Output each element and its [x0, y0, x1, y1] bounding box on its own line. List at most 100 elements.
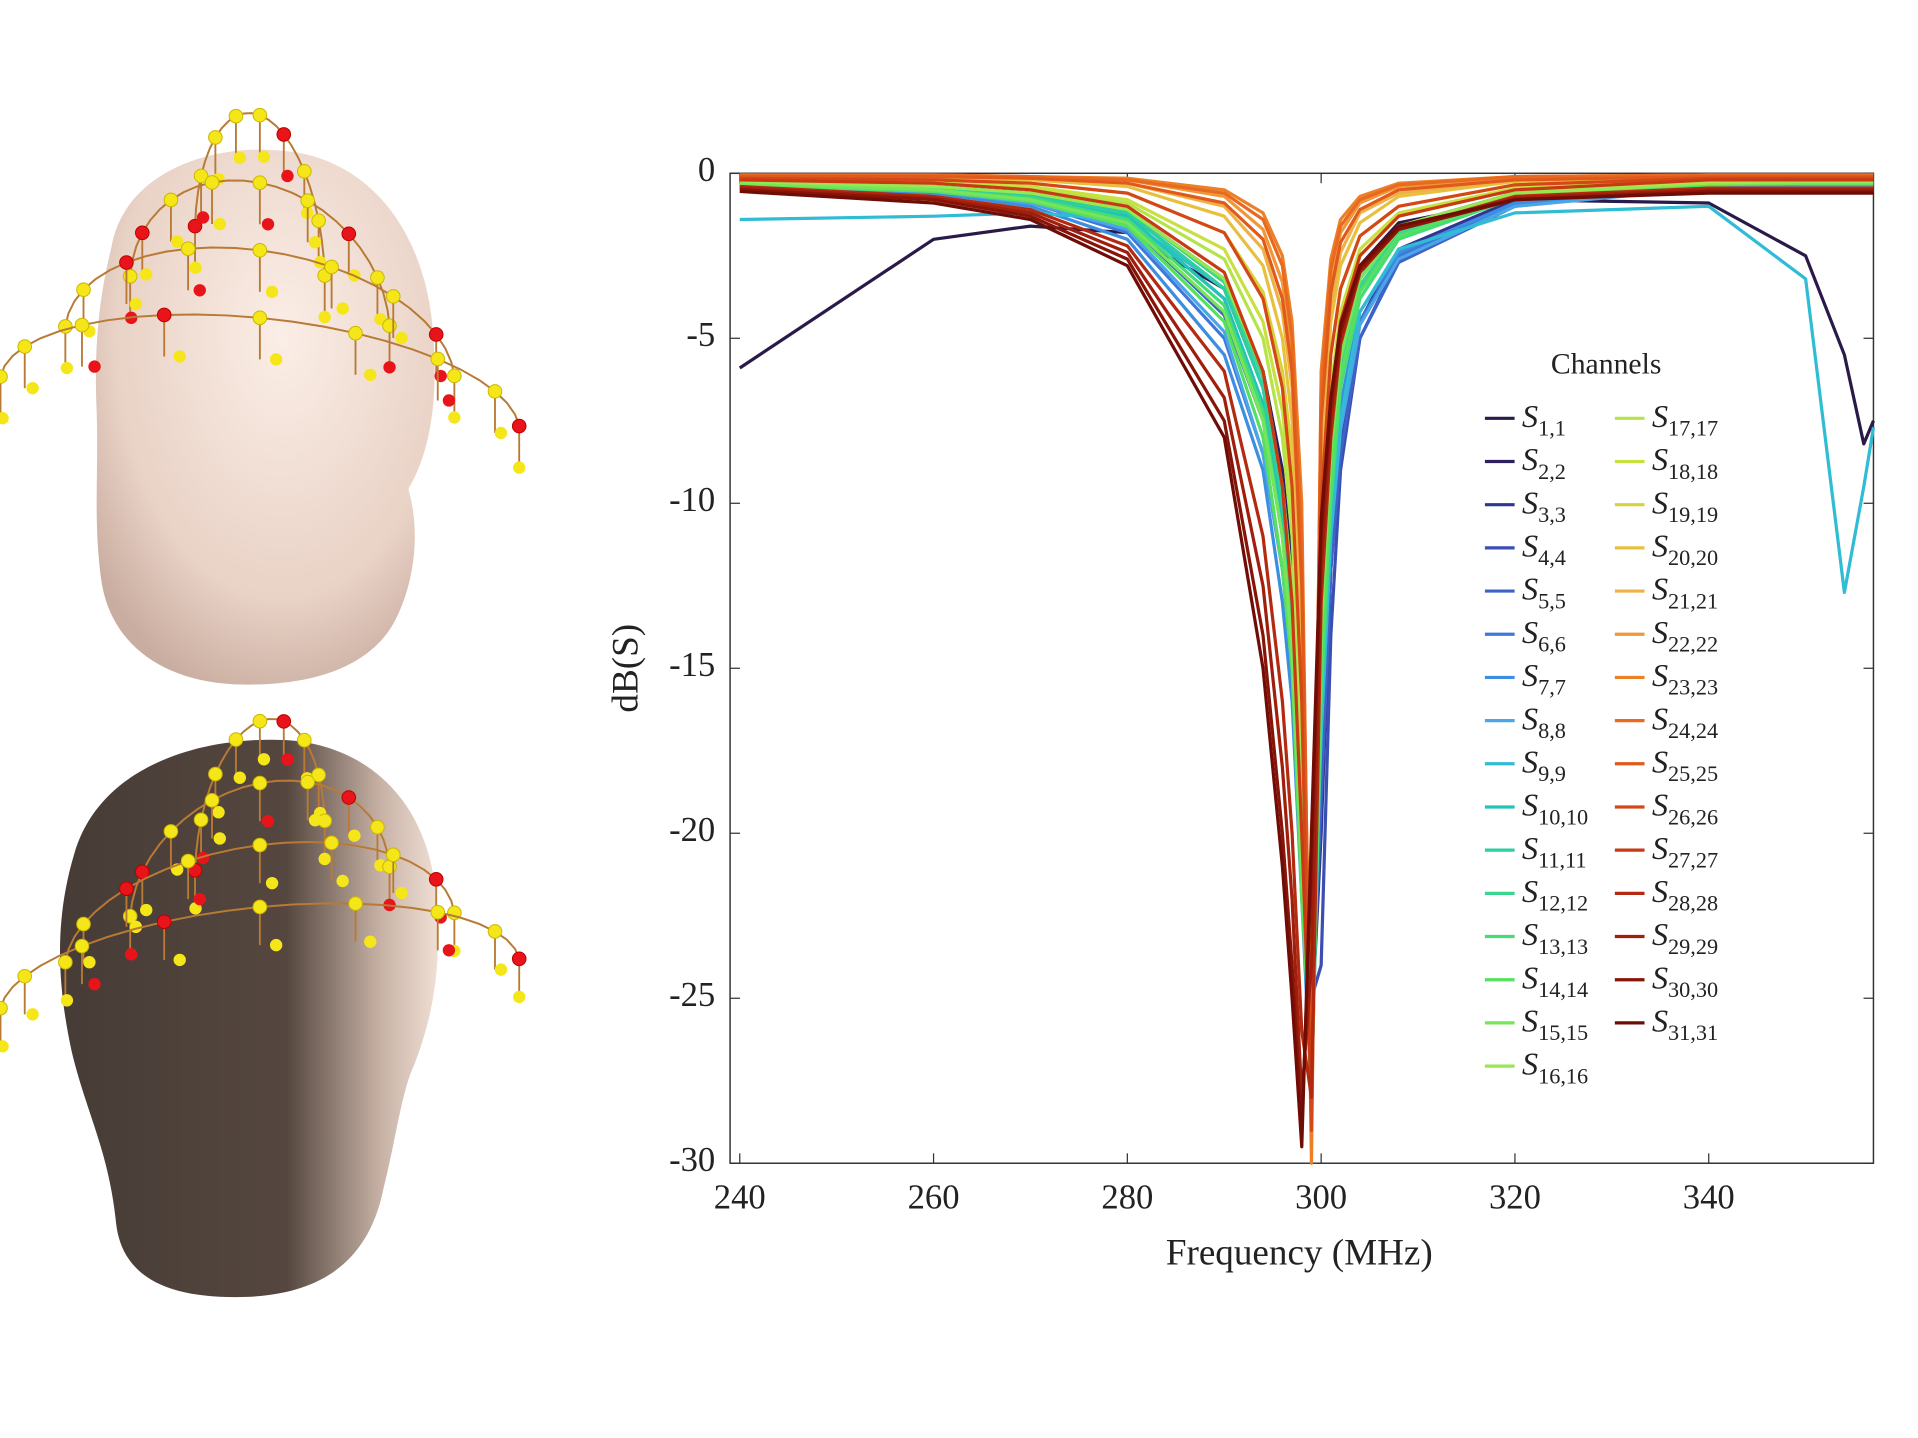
- legend-label: S9,9: [1522, 743, 1566, 786]
- electrode-dot: [208, 766, 223, 782]
- series-line: [739, 174, 1874, 1099]
- series-line: [739, 173, 1874, 1132]
- electrode-dot: [196, 211, 210, 224]
- electrode-dot: [300, 193, 315, 208]
- electrode-dot: [261, 218, 275, 231]
- electrode-dot: [252, 837, 268, 853]
- electrode-dot: [88, 977, 101, 991]
- electrode-dot: [140, 903, 153, 917]
- x-tick-label: 340: [1683, 1178, 1735, 1216]
- electrode-dot: [233, 771, 247, 784]
- electrode-dot: [300, 774, 315, 790]
- electrode-dot: [58, 954, 73, 970]
- legend-label: S21,21: [1652, 571, 1718, 614]
- electrode-dot: [156, 914, 172, 930]
- electrode-dot: [163, 192, 179, 208]
- legend-label: S12,12: [1522, 873, 1588, 916]
- electrode-dot: [213, 217, 226, 231]
- legend-label: S29,29: [1652, 916, 1718, 959]
- electrode-dot: [156, 307, 172, 323]
- x-tick-label: 260: [908, 1178, 960, 1216]
- electrode-dot: [281, 753, 294, 766]
- electrode-dot: [74, 938, 90, 954]
- electrode-dot: [370, 819, 385, 835]
- legend-label: S5,5: [1522, 571, 1566, 614]
- x-tick-label: 280: [1101, 1178, 1153, 1216]
- electrode-dot: [336, 874, 349, 888]
- electrode-dot: [370, 270, 385, 285]
- y-axis-label: dB(S): [605, 624, 646, 713]
- electrode-dot: [0, 1040, 9, 1053]
- electrode-dot: [252, 310, 268, 326]
- electrode-dot: [311, 213, 326, 228]
- y-tick-label: -30: [669, 1141, 715, 1179]
- electrode-dot: [196, 851, 210, 865]
- electrode-dot: [494, 963, 508, 976]
- electrode-dot: [0, 1000, 8, 1016]
- electrode-dot: [308, 236, 322, 249]
- plot-area: [730, 172, 1876, 1165]
- electrode-dot: [76, 916, 91, 932]
- electrode-dot: [212, 806, 225, 819]
- electrode-dot: [364, 935, 377, 948]
- electrode-dot: [180, 853, 196, 869]
- legend-label: S4,4: [1522, 528, 1566, 571]
- y-tick-label: -5: [686, 316, 715, 354]
- electrode-dot: [395, 331, 408, 345]
- electrode-dot: [26, 381, 39, 395]
- electrode-dot: [442, 944, 456, 957]
- electrode-dot: [447, 368, 462, 384]
- electrode-dot: [26, 1008, 39, 1021]
- legend-label: S17,17: [1652, 398, 1718, 441]
- electrode-dot: [122, 268, 138, 284]
- electrode-dot: [265, 285, 279, 299]
- head-front: [95, 149, 435, 685]
- electrode-dot: [125, 948, 138, 961]
- electrode-dot: [448, 411, 461, 424]
- electrode-dot: [252, 713, 268, 729]
- electrode-dot: [281, 169, 294, 183]
- electrode-dot: [261, 815, 275, 828]
- electrode-dot: [428, 872, 444, 887]
- legend-label: S1,1: [1522, 398, 1566, 441]
- legend-label: S11,11: [1522, 830, 1587, 873]
- legend-label: S22,22: [1652, 614, 1718, 657]
- electrode-dot: [318, 852, 331, 866]
- legend-label: S18,18: [1652, 441, 1718, 484]
- electrode-dot: [383, 361, 396, 374]
- electrode-arrays: [0, 107, 527, 1053]
- electrode-dot: [134, 225, 150, 241]
- electrode-dot: [297, 164, 312, 179]
- legend-label: S6,6: [1522, 614, 1566, 657]
- electrode-dot: [324, 259, 339, 275]
- electrode-dot: [228, 108, 244, 124]
- legend-label: S27,27: [1652, 830, 1718, 873]
- electrode-dot: [17, 968, 33, 984]
- electrode-dot: [163, 824, 179, 839]
- electrode-dot: [173, 350, 186, 363]
- legend-label: S2,2: [1522, 441, 1566, 484]
- x-tick-label: 240: [714, 1178, 766, 1216]
- electrode-dot: [265, 876, 279, 890]
- y-tick-label: -25: [669, 976, 715, 1014]
- electrode-dot: [83, 956, 96, 969]
- electrode-dot: [348, 896, 363, 911]
- electrode-dot: [276, 127, 292, 142]
- electrode-dot: [204, 175, 220, 190]
- legend-label: S10,10: [1522, 787, 1588, 830]
- electrode-dot: [252, 775, 268, 791]
- legend-label: S23,23: [1652, 657, 1718, 700]
- electrode-dot: [213, 832, 226, 845]
- legend-title: Channels: [1551, 349, 1661, 381]
- legend-label: S31,31: [1652, 1003, 1718, 1046]
- electrode-dot: [382, 859, 397, 875]
- legend-label: S15,15: [1522, 1003, 1588, 1046]
- electrode-dot: [341, 790, 357, 805]
- electrode-dot: [119, 255, 134, 270]
- electrode-dot: [494, 426, 508, 440]
- legend-label: S7,7: [1522, 657, 1566, 700]
- electrode-dot: [311, 767, 326, 783]
- electrode-dot: [430, 351, 446, 367]
